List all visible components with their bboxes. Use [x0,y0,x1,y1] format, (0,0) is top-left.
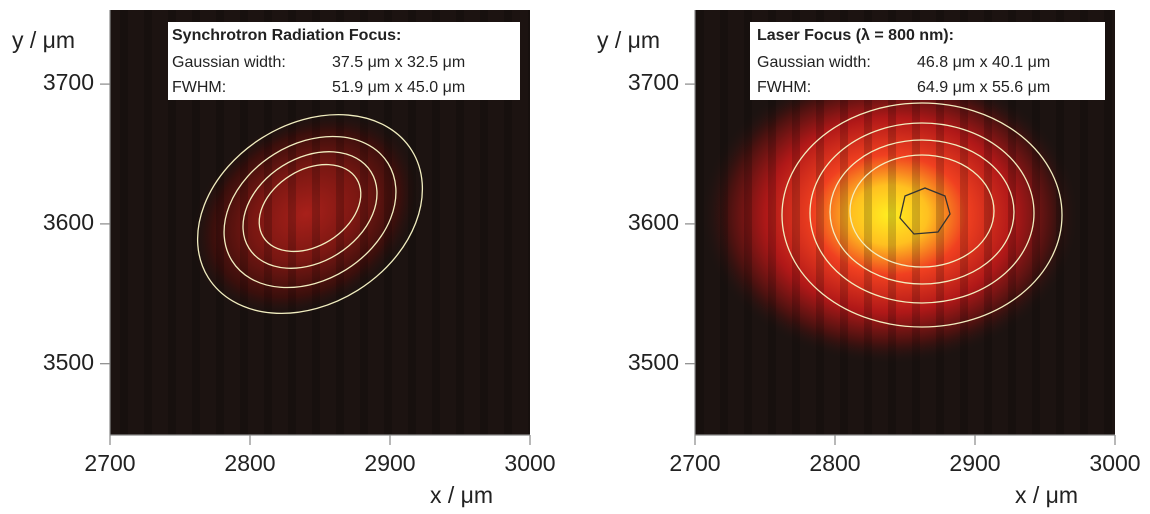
y-tick-label: 3700 [43,69,94,95]
figure: 3500 3600 3700 2700 2800 2900 3000 y / μm x / μm… [0,0,1150,514]
y-tick-label: 3700 [628,69,679,95]
x-tick-label: 2900 [949,450,1000,476]
y-axis-label: y / μm [12,27,75,53]
x-tick-label: 3000 [1089,450,1140,476]
x-tick-label: 2700 [669,450,720,476]
annotation-label: Gaussian width: [757,54,871,71]
annotation-label: FWHM: [757,79,811,96]
annotation-value: 37.5 μm x 32.5 μm [332,54,465,71]
annotation-title: Synchrotron Radiation Focus: [172,27,401,44]
x-tick-label: 2800 [224,450,275,476]
x-axis-label: x / μm [1015,482,1078,508]
annotation-value: 46.8 μm x 40.1 μm [917,54,1050,71]
x-axis-label: x / μm [430,482,493,508]
x-tick-label: 2900 [364,450,415,476]
x-tick-label: 2700 [84,450,135,476]
x-tick-label: 3000 [504,450,555,476]
y-tick-label: 3500 [43,349,94,375]
y-tick-label: 3600 [43,209,94,235]
annotation-value: 51.9 μm x 45.0 μm [332,79,465,96]
y-tick-label: 3500 [628,349,679,375]
annotation-title: Laser Focus (λ = 800 nm): [757,27,954,44]
annotation-label: Gaussian width: [172,54,286,71]
annotation-value: 64.9 μm x 55.6 μm [917,79,1050,96]
panel-right [695,10,1115,435]
y-axis-label: y / μm [597,27,660,53]
y-tick-label: 3600 [628,209,679,235]
panel-left [110,10,530,435]
annotation-label: FWHM: [172,79,226,96]
x-tick-label: 2800 [809,450,860,476]
